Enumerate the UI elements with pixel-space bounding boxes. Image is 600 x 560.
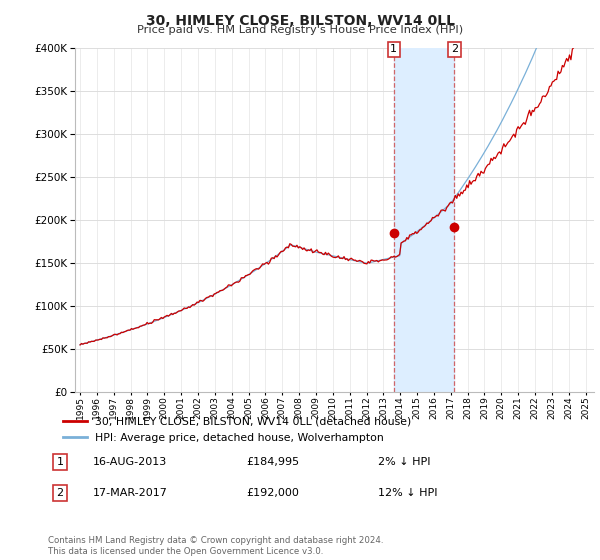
Text: 1: 1 (391, 44, 397, 54)
Text: Contains HM Land Registry data © Crown copyright and database right 2024.
This d: Contains HM Land Registry data © Crown c… (48, 536, 383, 556)
Text: 12% ↓ HPI: 12% ↓ HPI (378, 488, 437, 498)
Text: 2: 2 (56, 488, 64, 498)
Text: 30, HIMLEY CLOSE, BILSTON, WV14 0LL: 30, HIMLEY CLOSE, BILSTON, WV14 0LL (146, 14, 455, 28)
Bar (394, 48, 454, 392)
Legend: 30, HIMLEY CLOSE, BILSTON, WV14 0LL (detached house), HPI: Average price, detach: 30, HIMLEY CLOSE, BILSTON, WV14 0LL (det… (59, 412, 416, 447)
Text: £192,000: £192,000 (246, 488, 299, 498)
Text: 2: 2 (451, 44, 458, 54)
Text: 16-AUG-2013: 16-AUG-2013 (93, 457, 167, 467)
Text: 1: 1 (56, 457, 64, 467)
Text: 2% ↓ HPI: 2% ↓ HPI (378, 457, 431, 467)
Text: £184,995: £184,995 (246, 457, 299, 467)
Text: 17-MAR-2017: 17-MAR-2017 (93, 488, 168, 498)
Text: Price paid vs. HM Land Registry's House Price Index (HPI): Price paid vs. HM Land Registry's House … (137, 25, 463, 35)
